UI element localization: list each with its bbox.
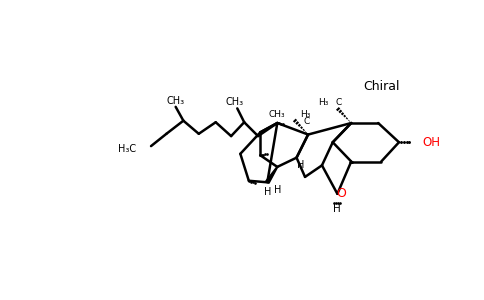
Text: OH: OH [423, 136, 441, 149]
Text: H: H [273, 185, 281, 195]
Text: CH₃: CH₃ [225, 97, 243, 107]
Polygon shape [266, 167, 278, 183]
Text: H: H [264, 187, 271, 196]
Text: CH₃: CH₃ [269, 110, 285, 119]
Text: Chiral: Chiral [363, 80, 399, 92]
Text: O: O [336, 187, 346, 200]
Text: CH₃: CH₃ [166, 96, 185, 106]
Text: H₃: H₃ [301, 110, 311, 119]
Text: H: H [297, 160, 304, 170]
Text: H₃C: H₃C [118, 144, 136, 154]
Text: H: H [333, 204, 341, 214]
Text: C: C [303, 117, 310, 126]
Text: H₃: H₃ [318, 98, 328, 107]
Text: C: C [336, 98, 342, 107]
